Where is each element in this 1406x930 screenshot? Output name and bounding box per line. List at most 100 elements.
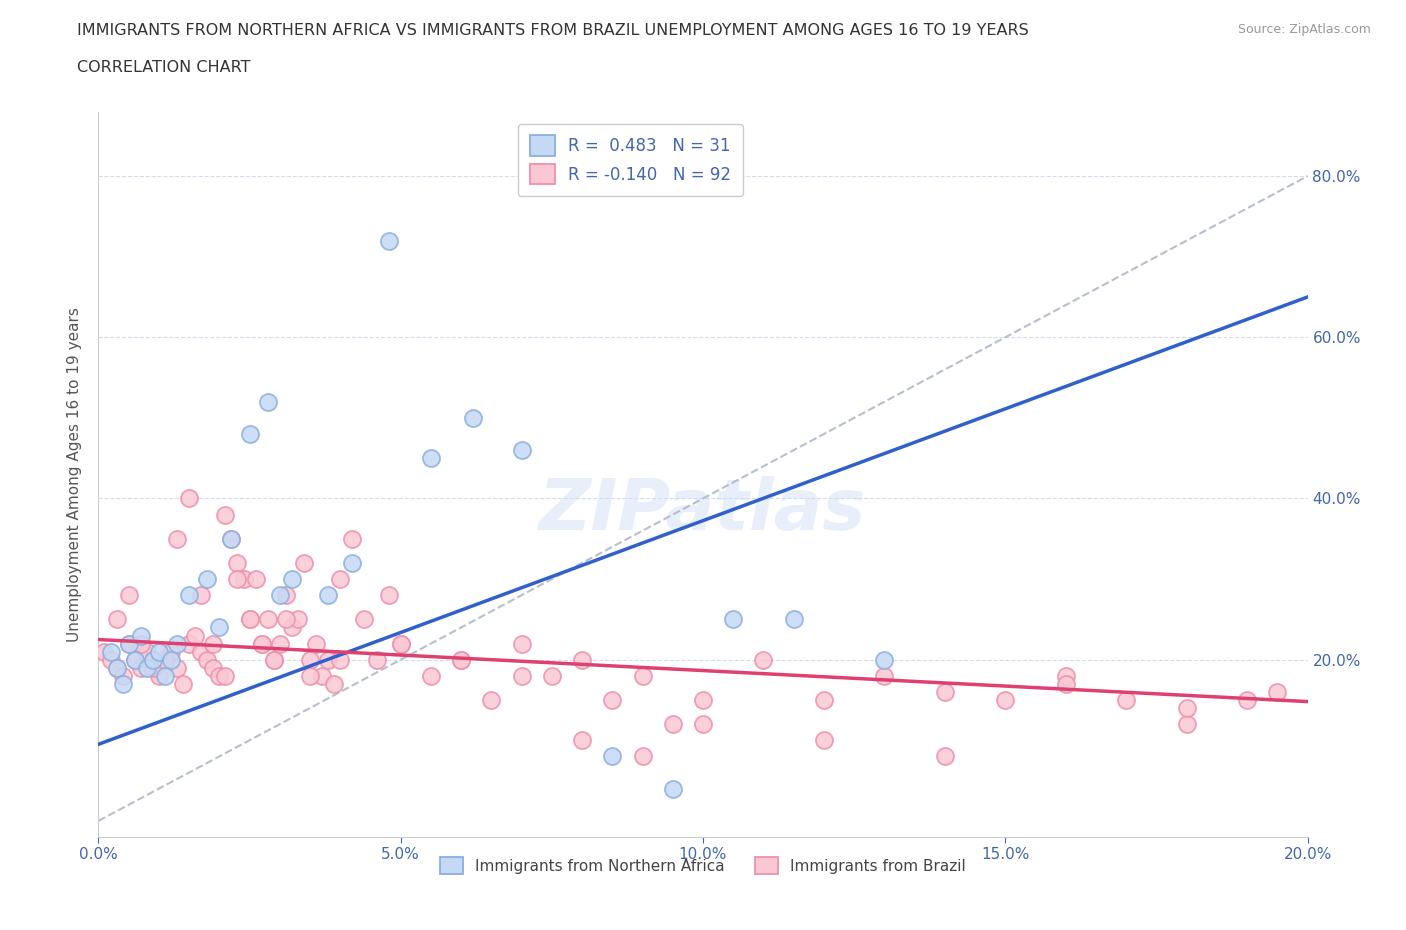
Point: [118, 636, 141, 651]
Point: [93, 644, 115, 659]
Point: [316, 588, 339, 603]
Point: [221, 531, 243, 546]
Text: Source: ZipAtlas.com: Source: ZipAtlas.com: [1237, 23, 1371, 36]
Point: [195, 652, 218, 667]
Legend: Immigrants from Northern Africa, Immigrants from Brazil: Immigrants from Northern Africa, Immigra…: [434, 851, 972, 880]
Point: [934, 749, 956, 764]
Point: [135, 660, 157, 675]
Point: [602, 693, 624, 708]
Point: [571, 652, 593, 667]
Point: [226, 572, 249, 587]
Point: [184, 628, 207, 643]
Point: [274, 588, 297, 603]
Point: [239, 427, 262, 442]
Point: [179, 491, 201, 506]
Point: [510, 443, 533, 458]
Point: [631, 669, 654, 684]
Point: [250, 636, 273, 651]
Point: [208, 620, 231, 635]
Point: [232, 572, 254, 587]
Point: [226, 555, 249, 570]
Point: [208, 669, 231, 684]
Point: [166, 531, 188, 546]
Point: [214, 669, 236, 684]
Point: [342, 531, 364, 546]
Point: [105, 660, 128, 675]
Point: [752, 652, 775, 667]
Point: [111, 669, 134, 684]
Point: [142, 652, 165, 667]
Point: [105, 612, 128, 627]
Point: [287, 612, 309, 627]
Point: [602, 749, 624, 764]
Point: [783, 612, 806, 627]
Point: [221, 531, 243, 546]
Point: [1175, 700, 1198, 715]
Point: [172, 676, 194, 691]
Text: IMMIGRANTS FROM NORTHERN AFRICA VS IMMIGRANTS FROM BRAZIL UNEMPLOYMENT AMONG AGE: IMMIGRANTS FROM NORTHERN AFRICA VS IMMIG…: [77, 23, 1029, 38]
Point: [873, 669, 896, 684]
Point: [214, 507, 236, 522]
Point: [813, 733, 835, 748]
Point: [377, 588, 399, 603]
Point: [129, 660, 152, 675]
Point: [311, 669, 333, 684]
Point: [142, 652, 165, 667]
Point: [366, 652, 388, 667]
Point: [692, 717, 714, 732]
Point: [481, 693, 503, 708]
Point: [377, 233, 399, 248]
Text: CORRELATION CHART: CORRELATION CHART: [77, 60, 250, 75]
Point: [245, 572, 267, 587]
Point: [148, 669, 170, 684]
Point: [1054, 669, 1077, 684]
Point: [129, 628, 152, 643]
Point: [1054, 676, 1077, 691]
Point: [269, 588, 291, 603]
Point: [510, 636, 533, 651]
Point: [1236, 693, 1258, 708]
Point: [250, 636, 273, 651]
Point: [281, 572, 304, 587]
Point: [934, 684, 956, 699]
Point: [723, 612, 745, 627]
Point: [1115, 693, 1137, 708]
Point: [195, 572, 218, 587]
Point: [100, 644, 122, 659]
Point: [153, 652, 176, 667]
Point: [450, 652, 472, 667]
Point: [873, 652, 896, 667]
Point: [353, 612, 375, 627]
Point: [323, 676, 346, 691]
Point: [111, 676, 134, 691]
Point: [142, 660, 165, 675]
Point: [202, 636, 225, 651]
Point: [631, 749, 654, 764]
Point: [239, 612, 262, 627]
Point: [342, 555, 364, 570]
Y-axis label: Unemployment Among Ages 16 to 19 years: Unemployment Among Ages 16 to 19 years: [67, 307, 83, 642]
Point: [329, 652, 352, 667]
Point: [124, 652, 146, 667]
Point: [274, 612, 297, 627]
Point: [202, 660, 225, 675]
Point: [316, 652, 339, 667]
Point: [118, 588, 141, 603]
Point: [124, 652, 146, 667]
Point: [571, 733, 593, 748]
Point: [160, 644, 183, 659]
Point: [692, 693, 714, 708]
Point: [389, 636, 412, 651]
Point: [420, 451, 443, 466]
Point: [179, 588, 201, 603]
Point: [813, 693, 835, 708]
Point: [105, 660, 128, 675]
Point: [148, 644, 170, 659]
Point: [292, 555, 315, 570]
Point: [129, 636, 152, 651]
Point: [256, 394, 278, 409]
Point: [329, 572, 352, 587]
Point: [166, 636, 188, 651]
Point: [190, 644, 212, 659]
Point: [463, 410, 485, 425]
